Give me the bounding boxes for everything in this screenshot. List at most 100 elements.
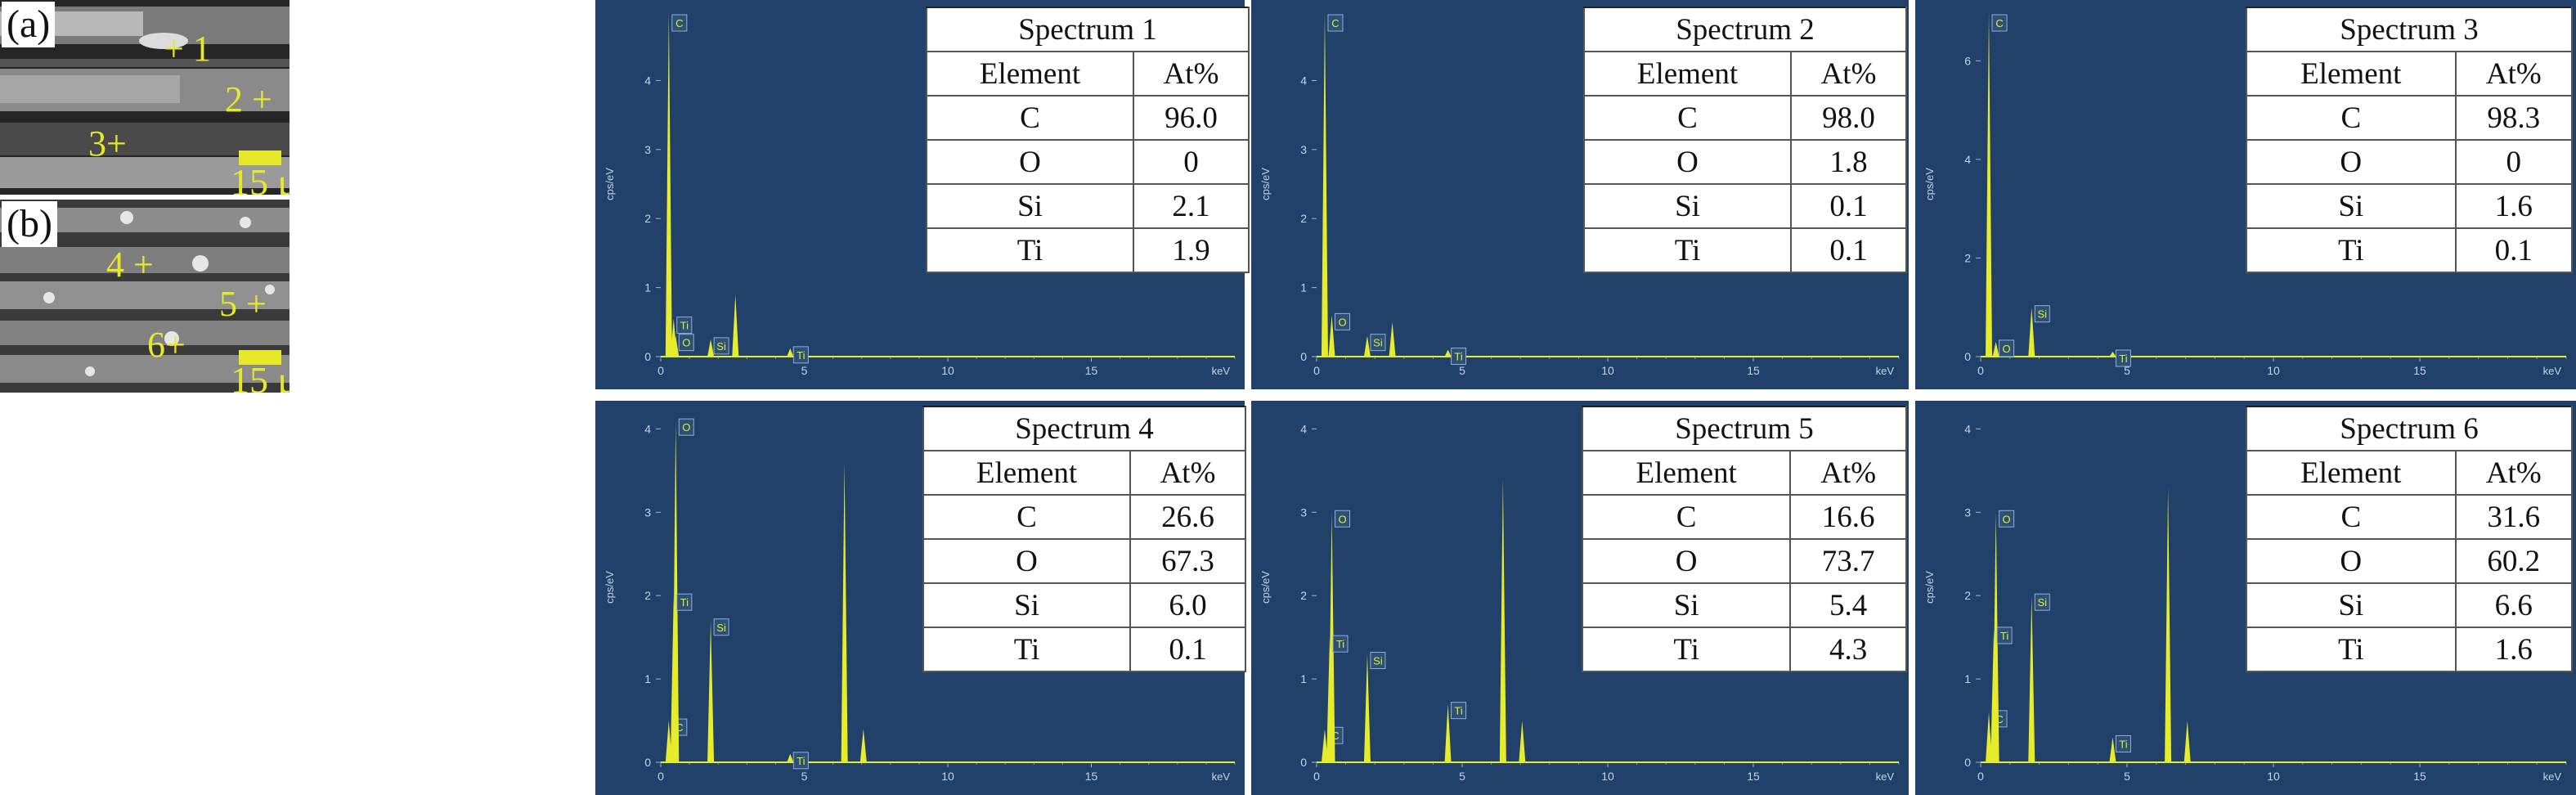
table-cell: 31.6 xyxy=(2454,494,2574,540)
x-tick-label: 5 xyxy=(1459,770,1465,783)
table-header-atpct: At% xyxy=(1129,450,1246,496)
spectrum-peak xyxy=(1990,628,1998,762)
x-unit-label: keV xyxy=(2543,365,2562,377)
x-tick-label: 0 xyxy=(1977,770,1984,783)
spectrum-peak xyxy=(665,11,672,357)
peak-label-box xyxy=(792,346,809,364)
x-tick-label: 5 xyxy=(801,364,808,377)
spectrum-peak xyxy=(2109,737,2116,762)
x-tick-label: 5 xyxy=(2124,364,2130,377)
y-tick-label: 4 xyxy=(1964,422,1971,435)
table-header-element: Element xyxy=(926,51,1134,97)
table-cell: 6.0 xyxy=(1129,582,1246,628)
table-title: Spectrum 4 xyxy=(922,406,1246,451)
y-tick-label: 3 xyxy=(1964,505,1971,519)
table-cell: C xyxy=(922,494,1131,540)
x-tick-label: 10 xyxy=(941,364,954,377)
y-tick-label: 0 xyxy=(1964,756,1971,769)
scale-bar-b xyxy=(239,350,281,365)
table-cell: 6.6 xyxy=(2454,582,2574,628)
peak-label: Ti xyxy=(1336,638,1344,650)
spot-marker-3: 3+ xyxy=(88,124,127,164)
peak-label-box xyxy=(678,418,694,436)
x-unit-label: keV xyxy=(1212,770,1231,783)
y-tick-label: 1 xyxy=(1964,672,1971,685)
spectrum-peak xyxy=(1326,637,1334,762)
peak-label: O xyxy=(682,421,690,433)
x-tick-label: 5 xyxy=(801,770,808,783)
table-cell: 98.3 xyxy=(2454,95,2574,141)
table-cell: O xyxy=(922,538,1131,584)
spectrum-peak xyxy=(1444,703,1452,762)
scale-bar-a xyxy=(239,150,281,165)
table-cell: 0.1 xyxy=(1790,227,1907,273)
table-cell: O xyxy=(2246,139,2457,185)
spectrum-peak xyxy=(1499,478,1506,762)
x-tick-label: 0 xyxy=(1313,770,1320,783)
table-cell: 1.6 xyxy=(2454,183,2574,229)
table-cell: 26.6 xyxy=(1129,494,1246,540)
spot-marker-4: 4 + xyxy=(106,245,154,285)
table-cell: C xyxy=(2246,494,2457,540)
spectrum-peak xyxy=(1986,712,1993,762)
spot-marker-1: + 1 xyxy=(164,29,211,69)
spectrum-peak xyxy=(672,335,680,357)
x-tick-label: 15 xyxy=(1085,364,1098,377)
peak-label-box xyxy=(1999,510,2015,528)
spectrum-peak xyxy=(1389,321,1396,357)
y-axis-label: cps/eV xyxy=(1923,571,1936,604)
peak-label: Ti xyxy=(1454,705,1462,717)
table-cell: 5.4 xyxy=(1789,582,1907,628)
table-cell: 0 xyxy=(1133,139,1250,185)
spectrum-peak xyxy=(670,595,677,762)
table-cell: 2.1 xyxy=(1133,183,1250,229)
table-cell: 1.9 xyxy=(1133,227,1250,273)
spectrum-peak xyxy=(2165,487,2172,762)
x-tick-label: 0 xyxy=(1977,364,1984,377)
peak-label: Ti xyxy=(680,596,689,609)
y-tick-label: 1 xyxy=(644,281,651,294)
peak-label-box xyxy=(1451,348,1467,366)
y-tick-label: 2 xyxy=(1964,251,1971,264)
y-tick-label: 0 xyxy=(1964,350,1971,363)
peak-label-box xyxy=(1370,652,1386,670)
peak-label: Ti xyxy=(797,349,805,362)
peak-label-box xyxy=(1991,14,2008,32)
peak-label: Si xyxy=(1373,655,1383,667)
spectrum-peak xyxy=(1986,11,1993,357)
spot-marker-6: 6+ xyxy=(147,325,186,365)
table-cell: Ti xyxy=(926,227,1134,273)
table-cell: Si xyxy=(926,183,1134,229)
peak-label-box xyxy=(1335,510,1351,528)
spectrum-peak xyxy=(1328,315,1335,357)
table-cell: Si xyxy=(1581,582,1792,628)
x-unit-label: keV xyxy=(1876,365,1895,377)
table-header-atpct: At% xyxy=(1790,51,1907,97)
x-tick-label: 15 xyxy=(1747,770,1760,783)
table-cell: C xyxy=(2246,95,2457,141)
peak-label: Si xyxy=(2038,596,2048,609)
peak-label-box xyxy=(1335,312,1351,330)
peak-label: C xyxy=(1331,17,1339,29)
y-tick-label: 3 xyxy=(644,143,651,156)
y-tick-label: 3 xyxy=(1300,505,1307,519)
spectrum-peak xyxy=(2028,307,2035,357)
sem-fibers-a xyxy=(0,0,289,195)
spectrum-peak xyxy=(665,721,672,762)
spectrum-peak xyxy=(1519,721,1526,762)
peak-label-box xyxy=(1996,627,2013,645)
table-cell: 73.7 xyxy=(1789,538,1907,584)
x-tick-label: 15 xyxy=(2413,364,2426,377)
x-tick-label: 0 xyxy=(657,364,664,377)
element-table-6: Spectrum 6 Element At% C 31.6 O 60.2 Si 6.6 … xyxy=(2246,406,2574,672)
y-tick-label: 4 xyxy=(644,74,651,87)
x-tick-label: 15 xyxy=(2413,770,2426,783)
y-axis-label: cps/eV xyxy=(1259,571,1272,604)
spectrum-peak xyxy=(841,462,848,762)
spectrum-peak xyxy=(1321,729,1328,762)
peak-label-box xyxy=(2115,349,2131,367)
scale-text-b: 15 μm xyxy=(231,359,289,393)
x-tick-label: 5 xyxy=(1459,364,1465,377)
y-axis-label: cps/eV xyxy=(1923,168,1936,200)
